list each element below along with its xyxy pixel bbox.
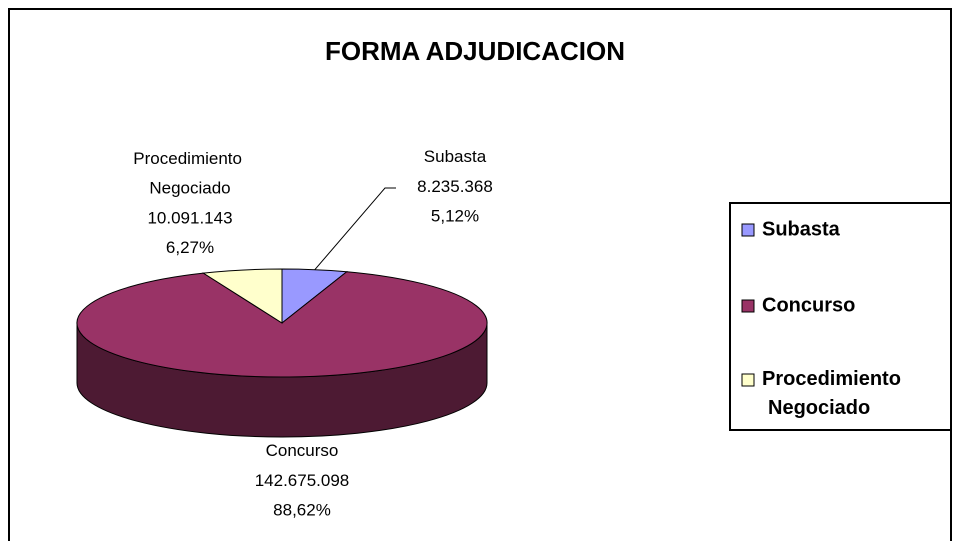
legend-swatch (741, 223, 755, 237)
legend-swatch (741, 299, 755, 313)
legend-label: Subasta (762, 218, 841, 240)
pie-slice (201, 268, 283, 324)
data-label-percent: 6,27% (166, 238, 214, 257)
data-label-name: Subasta (424, 147, 487, 166)
data-label-percent: 5,12% (431, 206, 479, 225)
data-label-value: 8.235.368 (417, 177, 493, 196)
data-label-name: Procedimiento Negociado (133, 149, 246, 198)
data-label-value: 10.091.143 (147, 208, 232, 227)
legend-box (729, 202, 952, 431)
leader-line (314, 187, 396, 271)
chart-title: FORMA ADJUDICACION (325, 36, 625, 66)
legend-label: Concurso (762, 294, 855, 316)
data-label-percent: 88,62% (273, 500, 331, 519)
pie-slice (76, 271, 488, 378)
data-label-name: Concurso (266, 441, 339, 460)
data-label-value: 142.675.098 (255, 471, 350, 490)
legend-label: Procedimiento Negociado (762, 368, 906, 419)
legend-swatch (741, 373, 755, 387)
